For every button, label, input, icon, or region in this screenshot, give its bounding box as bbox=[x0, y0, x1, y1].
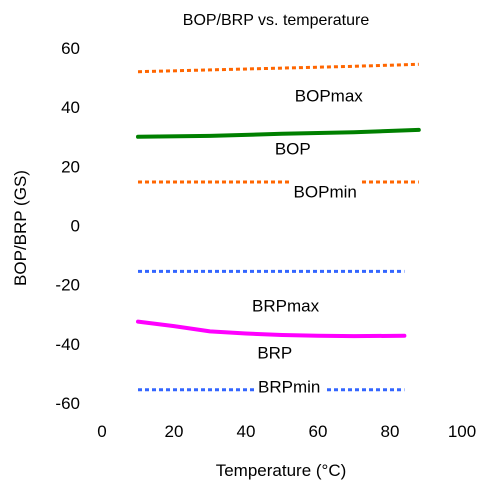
y-tick-label: 20 bbox=[61, 157, 80, 176]
series-label-text: BRPmin bbox=[258, 378, 320, 397]
series-label-background bbox=[290, 84, 368, 108]
x-tick-label: 40 bbox=[237, 422, 256, 441]
series-label-background bbox=[270, 137, 315, 161]
series-label-text: BOPmax bbox=[295, 86, 364, 105]
x-tick-label: 100 bbox=[448, 422, 476, 441]
x-tick-label: 80 bbox=[381, 422, 400, 441]
series-label-text: BRPmax bbox=[252, 296, 320, 315]
series-line-brp bbox=[136, 319, 407, 339]
series-label-bopmax: BOPmax bbox=[290, 84, 368, 108]
series-label-bop: BOP bbox=[270, 137, 315, 161]
series-label-bopmin: BOPmin bbox=[289, 180, 361, 204]
series-label-brpmax: BRPmax bbox=[248, 294, 324, 318]
x-tick-label: 0 bbox=[97, 422, 106, 441]
y-tick-label: -20 bbox=[55, 276, 80, 295]
series-label-brpmin: BRPmin bbox=[254, 375, 325, 399]
x-tick-label: 20 bbox=[165, 422, 184, 441]
x-axis-title: Temperature (°C) bbox=[216, 461, 347, 480]
y-tick-label: -40 bbox=[55, 335, 80, 354]
y-axis-title: BOP/BRP (GS) bbox=[11, 170, 30, 286]
series-label-background bbox=[248, 294, 324, 318]
y-tick-label: -60 bbox=[55, 394, 80, 413]
series-label-text: BOP bbox=[275, 140, 311, 159]
x-axis-ticks: 0 20 40 60 80 100 bbox=[97, 422, 476, 441]
series-label-text: BRP bbox=[257, 344, 292, 363]
x-tick-label: 60 bbox=[309, 422, 328, 441]
y-axis-ticks: 60 40 20 0 -20 -40 -60 bbox=[55, 39, 80, 413]
series-label-layer: BOPmax BOP BOPmin BRPmax BRP BRPmin bbox=[248, 84, 368, 399]
series-label-background bbox=[289, 180, 361, 204]
series-line-bopmax bbox=[137, 62, 419, 74]
chart-title: BOP/BRP vs. temperature bbox=[183, 12, 370, 29]
y-tick-label: 60 bbox=[61, 39, 80, 58]
y-tick-label: 0 bbox=[71, 217, 80, 236]
series-label-brp: BRP bbox=[253, 341, 297, 365]
series-layer bbox=[136, 62, 421, 392]
y-tick-label: 40 bbox=[61, 98, 80, 117]
series-line-bop bbox=[136, 127, 421, 139]
series-label-background bbox=[253, 341, 297, 365]
series-label-background bbox=[254, 375, 325, 399]
series-label-text: BOPmin bbox=[294, 182, 357, 201]
